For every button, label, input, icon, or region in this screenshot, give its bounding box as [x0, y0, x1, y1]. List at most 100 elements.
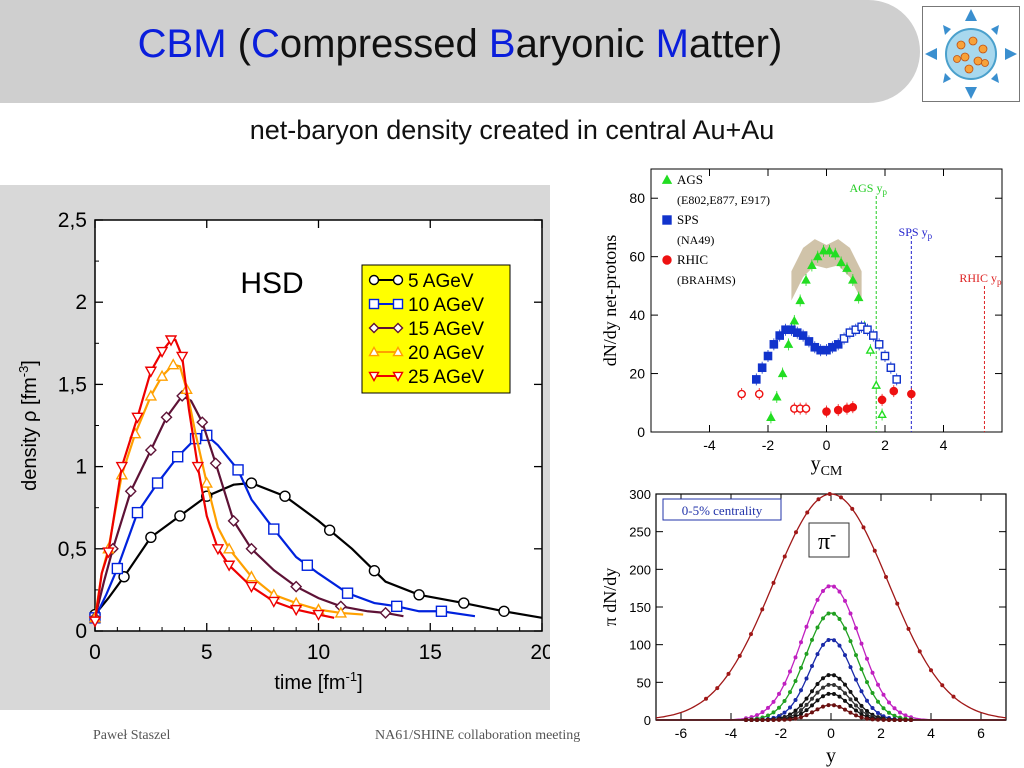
- data-point: [760, 710, 765, 715]
- data-point: [175, 351, 189, 363]
- data-point: [804, 624, 809, 629]
- data-point: [782, 717, 787, 722]
- data-point: [880, 351, 890, 361]
- data-point: [151, 477, 164, 489]
- data-point: [788, 705, 792, 710]
- data-point: [754, 389, 764, 399]
- x-tick-label: 4: [927, 725, 935, 741]
- data-point: [940, 683, 945, 688]
- x-tick-label: 2: [877, 725, 885, 741]
- x-tick-label: 0: [823, 437, 831, 453]
- data-point: [848, 402, 858, 412]
- data-point: [859, 715, 864, 720]
- title-part: B: [488, 22, 516, 66]
- legend-entry: 10 AGeV: [408, 295, 484, 316]
- data-point: [798, 331, 808, 340]
- data-point: [368, 298, 380, 310]
- data-point: [155, 369, 169, 381]
- legend-entry: 20 AGeV: [408, 343, 484, 364]
- data-point: [865, 698, 869, 703]
- data-point: [174, 510, 186, 522]
- data-point: [810, 637, 814, 642]
- data-point: [804, 676, 809, 681]
- data-point: [771, 699, 776, 704]
- data-point: [368, 322, 380, 334]
- data-point: [144, 444, 157, 457]
- data-point: [876, 711, 880, 716]
- data-point: [760, 607, 765, 612]
- data-point: [903, 713, 908, 718]
- y-tick-label: 0: [637, 424, 645, 440]
- y-tick-label: 40: [629, 307, 645, 323]
- data-point: [909, 717, 913, 722]
- data-point: [200, 476, 213, 488]
- data-point: [848, 689, 853, 694]
- data-point: [865, 680, 869, 685]
- data-point: [807, 260, 817, 270]
- x-tick-label: 5: [201, 641, 213, 664]
- legend-entry: 15 AGeV: [408, 319, 484, 340]
- data-point: [312, 609, 325, 622]
- data-point: [903, 717, 908, 722]
- data-point: [160, 411, 173, 424]
- data-point: [245, 570, 258, 582]
- data-point: [843, 707, 847, 712]
- y-tick-label: 0: [644, 713, 651, 728]
- data-point: [821, 676, 825, 681]
- data-point: [886, 363, 896, 373]
- data-point: [771, 710, 776, 715]
- data-point: [832, 673, 836, 678]
- data-point: [267, 596, 280, 608]
- data-point: [771, 580, 776, 585]
- x-tick-label: 15: [419, 641, 442, 664]
- data-point: [498, 605, 510, 617]
- data-point: [826, 682, 831, 687]
- data-point: [368, 565, 381, 577]
- data-point: [843, 682, 847, 687]
- data-point: [861, 525, 866, 530]
- data-point: [850, 506, 855, 511]
- legend: AGS (E802,E877, E917) SPS (NA49) RHIC (BRAHMS…: [661, 172, 770, 287]
- data-point: [951, 694, 956, 699]
- data-point: [839, 334, 849, 343]
- data-point: [822, 407, 831, 416]
- data-point: [843, 626, 847, 631]
- data-point: [859, 641, 864, 646]
- data-point: [810, 710, 814, 715]
- pion-rapidity-chart: -6 -4 -2 0 2 4 6 0 50 100 150 200 250 300 y π dN/dy 0-5%…: [600, 487, 1007, 767]
- legend-entry: 5 AGeV: [408, 271, 474, 292]
- data-point: [88, 616, 102, 628]
- data-point: [737, 653, 742, 658]
- data-point: [115, 461, 129, 474]
- data-point: [144, 366, 158, 378]
- data-point: [301, 559, 314, 571]
- data-point: [777, 705, 781, 710]
- compressed-matter-icon: [925, 9, 1017, 99]
- data-point: [877, 395, 887, 405]
- x-tick-label: 0: [89, 641, 101, 664]
- legend-entry: AGS: [677, 172, 703, 187]
- data-point: [801, 275, 811, 284]
- data-point: [872, 548, 877, 553]
- data-point: [391, 600, 403, 613]
- data-point: [737, 389, 746, 399]
- data-point: [887, 710, 891, 715]
- data-point: [749, 717, 754, 722]
- data-point: [887, 717, 891, 722]
- footer-event: NA61/SHINE collaboration meeting: [375, 728, 581, 743]
- y-tick-label: 300: [629, 487, 651, 502]
- data-point: [815, 698, 820, 703]
- data-point: [789, 315, 800, 325]
- data-point: [870, 691, 875, 696]
- data-point: [870, 717, 875, 722]
- data-point: [815, 597, 820, 602]
- legend-entry: 25 AGeV: [408, 367, 484, 388]
- data-point: [782, 710, 787, 715]
- y-tick-label: 0,5: [58, 538, 87, 561]
- x-tick-label: -2: [775, 725, 788, 741]
- data-point: [848, 611, 853, 616]
- data-point: [836, 257, 846, 267]
- data-point: [783, 339, 794, 348]
- data-point: [848, 665, 853, 670]
